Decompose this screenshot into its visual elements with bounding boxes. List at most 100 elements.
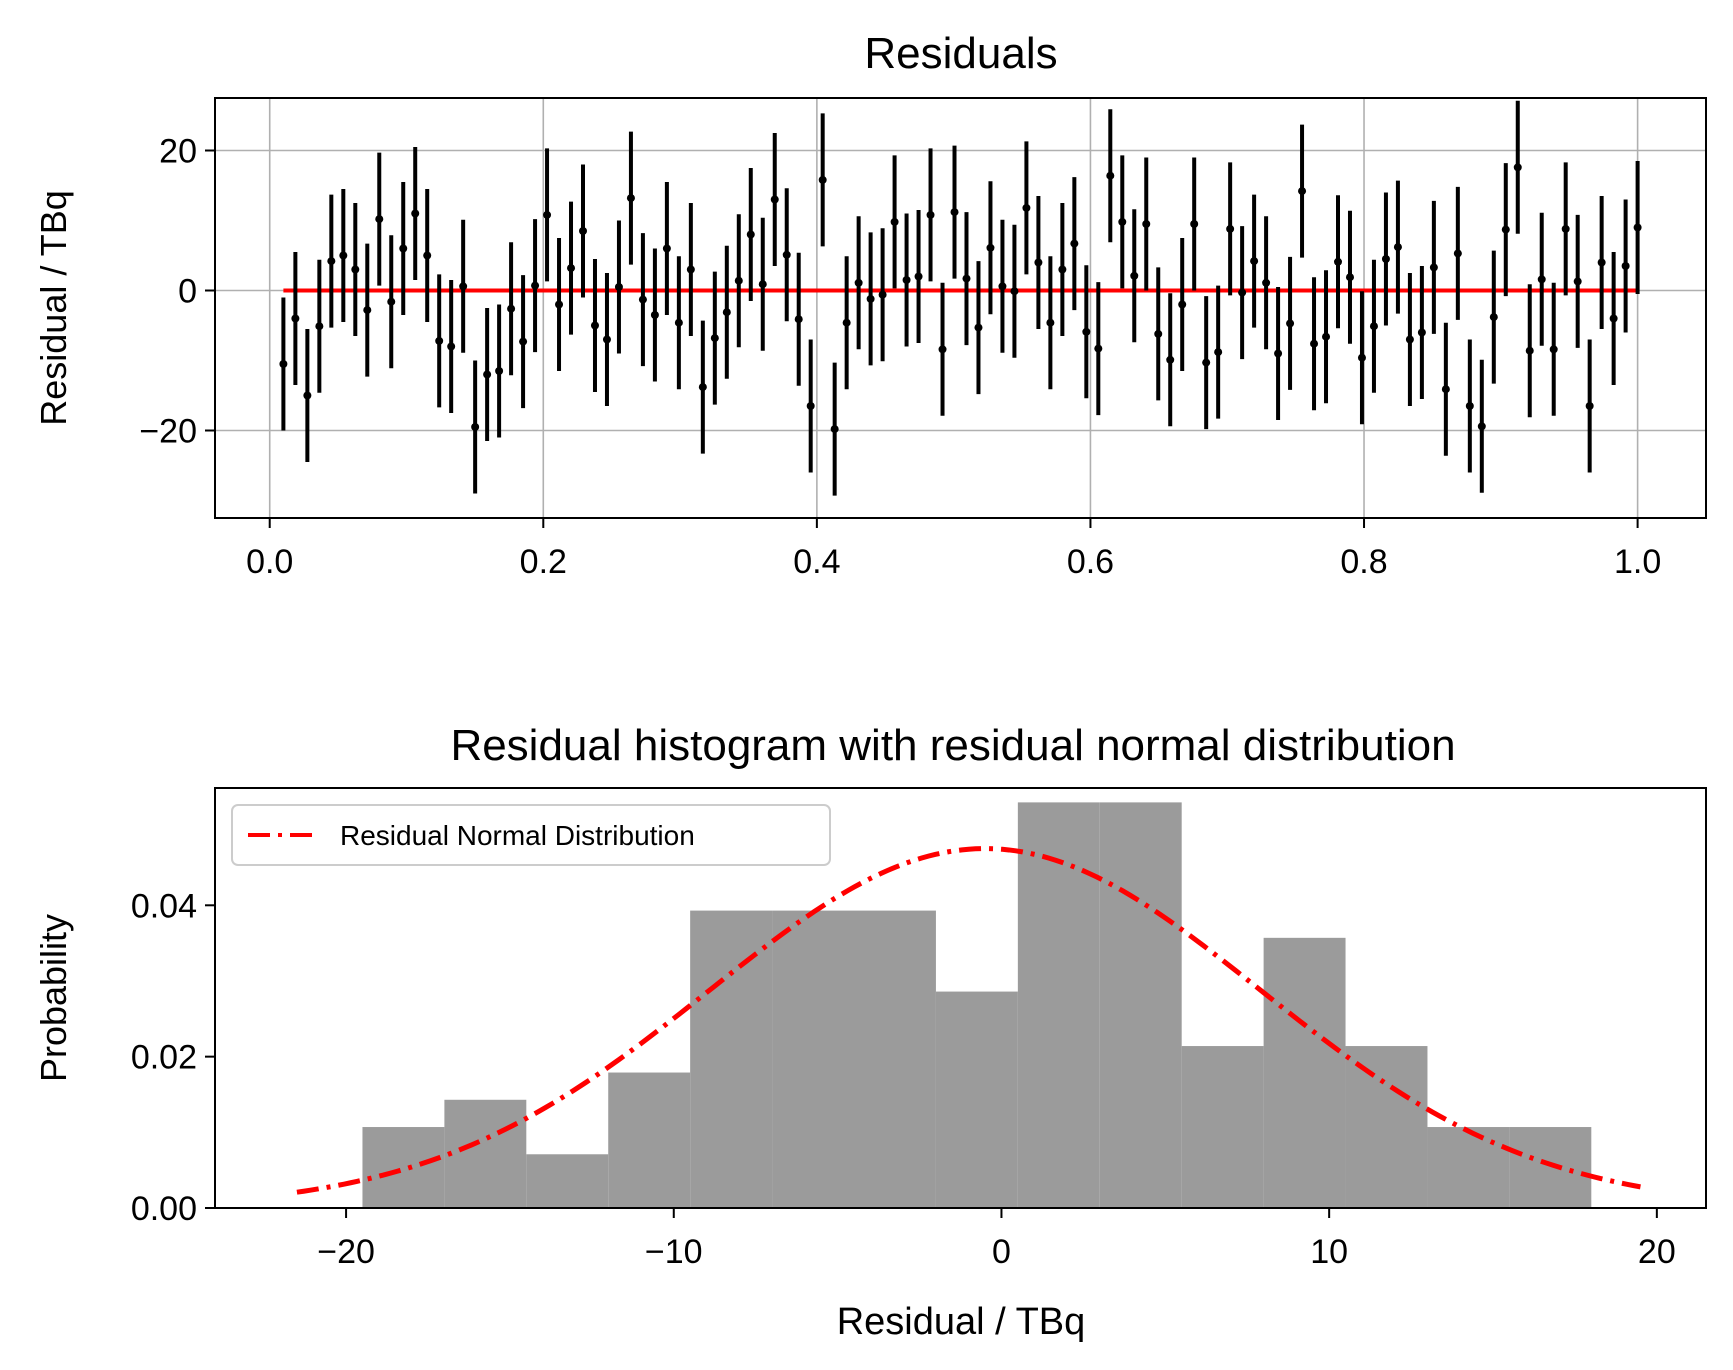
normal-curve-layer	[296, 846, 1641, 1195]
residual-point	[1381, 255, 1390, 263]
residual-point	[1537, 275, 1546, 284]
residuals-xtick-label: 0.8	[1340, 543, 1387, 581]
histogram-ticks: −20 −10 0 10 20 0.00 0.02 0.04	[131, 887, 1676, 1271]
histogram-xtick-label: 20	[1638, 1233, 1676, 1271]
residual-point	[1286, 319, 1295, 328]
residual-point	[1046, 318, 1055, 327]
residual-point	[351, 265, 360, 274]
histogram-bar	[1427, 1127, 1510, 1208]
residual-point	[399, 244, 408, 253]
residual-point	[818, 175, 827, 184]
residual-point	[1357, 353, 1366, 362]
residual-point	[1226, 224, 1235, 233]
residual-point	[602, 335, 611, 344]
residuals-ytick-label: 0	[178, 273, 197, 311]
residual-point	[746, 230, 755, 239]
histogram-xtick-label: 0	[992, 1233, 1011, 1271]
residual-point	[710, 334, 719, 343]
histogram-title: Residual histogram with residual normal …	[450, 721, 1455, 770]
histogram-bar	[362, 1127, 445, 1208]
residual-point	[1178, 300, 1187, 309]
residual-point	[794, 315, 803, 324]
residual-point	[830, 425, 839, 434]
residual-point	[1106, 171, 1115, 180]
residuals-title: Residuals	[864, 29, 1057, 78]
histogram-xlabel: Residual / TBq	[837, 1301, 1086, 1343]
residuals-xtick-label: 0.6	[1067, 543, 1114, 581]
residual-point	[291, 314, 300, 323]
histogram-ytick-label: 0.02	[131, 1039, 197, 1077]
residuals-ytick-label: −20	[139, 413, 197, 451]
residual-point	[1501, 225, 1510, 234]
residual-point	[962, 274, 971, 283]
residual-point	[303, 391, 312, 400]
residual-point	[1070, 239, 1079, 248]
histogram-bar	[1509, 1127, 1592, 1208]
residual-point	[626, 194, 635, 203]
histogram-bar	[1181, 1046, 1264, 1208]
residual-point	[674, 318, 683, 327]
residual-point	[590, 321, 599, 330]
residual-point	[1118, 217, 1127, 226]
residual-point	[1130, 271, 1139, 280]
residuals-xtick-label: 0.0	[246, 543, 293, 581]
residual-point	[1441, 385, 1450, 394]
histogram-bar	[608, 1072, 691, 1208]
residual-point	[938, 345, 947, 354]
residual-point	[638, 295, 647, 304]
residual-point	[1561, 224, 1570, 233]
residual-point	[531, 281, 540, 290]
residual-point	[315, 322, 324, 331]
residual-point	[1525, 346, 1534, 355]
histogram-bars	[362, 802, 1592, 1208]
residual-point	[363, 306, 372, 315]
residual-point	[1609, 314, 1618, 323]
histogram-ytick-label: 0.04	[131, 887, 197, 925]
residual-point	[1082, 327, 1091, 336]
residual-point	[1369, 322, 1378, 331]
residual-point	[375, 215, 384, 224]
residual-point	[1393, 243, 1402, 252]
residual-point	[447, 342, 456, 351]
residual-point	[1345, 273, 1354, 282]
residual-point	[1585, 402, 1594, 410]
residual-point	[1022, 203, 1031, 212]
residual-point	[722, 308, 731, 317]
residuals-panel: Residuals 0.0 0.2 0.4 0.6 0.8 1.0 −20 0 20 Resid…	[33, 29, 1707, 581]
residual-point	[914, 272, 923, 281]
residual-point	[1405, 335, 1414, 344]
residual-point	[662, 244, 671, 253]
residual-point	[878, 290, 887, 299]
histogram-ylabel: Probability	[33, 914, 74, 1082]
residual-point	[902, 276, 911, 284]
residual-point	[507, 304, 516, 313]
residuals-xtick-label: 0.4	[793, 543, 840, 581]
histogram-xtick-label: −10	[645, 1233, 703, 1271]
residual-point	[650, 311, 659, 319]
residual-point	[842, 318, 851, 327]
residual-point	[950, 208, 959, 217]
legend: Residual Normal Distribution	[231, 804, 831, 866]
histogram-bar	[1263, 937, 1346, 1208]
residual-point	[782, 250, 791, 259]
histogram-bar	[1345, 1046, 1428, 1208]
legend-label-normal: Residual Normal Distribution	[340, 820, 695, 851]
residuals-axes-frame	[214, 97, 1707, 519]
residual-point	[890, 217, 899, 226]
residual-point	[1429, 263, 1438, 272]
histogram-bar	[444, 1099, 527, 1208]
residual-point	[495, 367, 504, 375]
histogram-bar	[1099, 802, 1182, 1208]
histogram-bar	[526, 1154, 609, 1208]
residual-point	[1453, 249, 1462, 258]
residual-point	[854, 278, 863, 287]
histogram-panel: Residual histogram with residual normal …	[33, 721, 1707, 1343]
residual-point	[1214, 348, 1223, 357]
residual-point	[435, 336, 444, 345]
residual-point	[459, 282, 468, 291]
residual-point	[411, 209, 420, 218]
residual-point	[1154, 329, 1163, 338]
residual-point	[483, 370, 492, 379]
residual-point	[1190, 220, 1199, 228]
residual-point	[926, 210, 935, 219]
